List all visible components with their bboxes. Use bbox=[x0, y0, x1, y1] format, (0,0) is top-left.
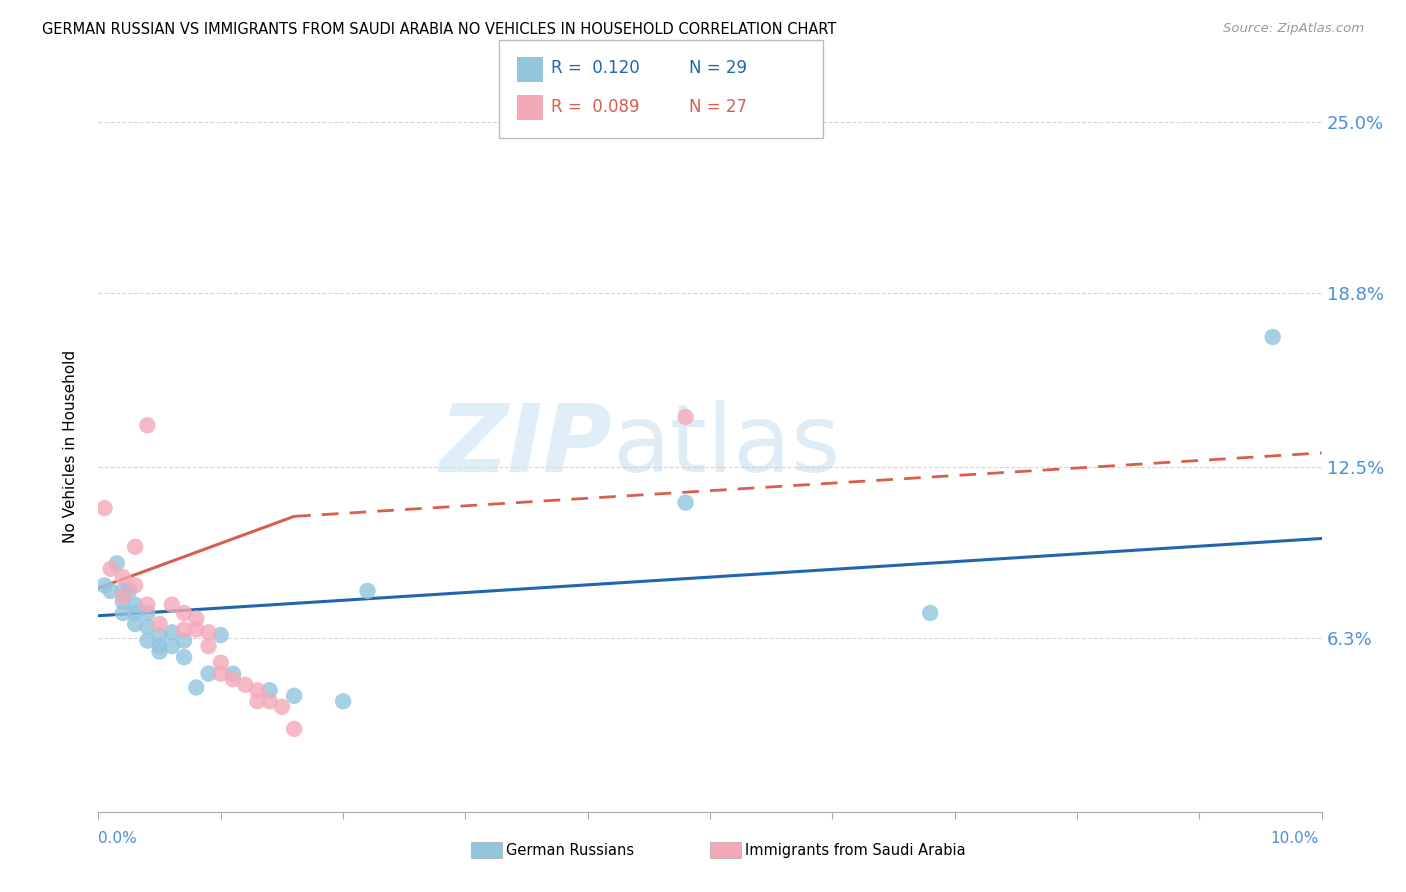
Point bbox=[233, 678, 256, 692]
Point bbox=[209, 666, 232, 681]
Point bbox=[173, 650, 195, 665]
Point bbox=[105, 557, 128, 571]
Text: R =  0.089: R = 0.089 bbox=[551, 98, 640, 116]
Point bbox=[209, 628, 232, 642]
Text: R =  0.120: R = 0.120 bbox=[551, 59, 640, 77]
Point bbox=[160, 639, 183, 653]
Text: Immigrants from Saudi Arabia: Immigrants from Saudi Arabia bbox=[745, 843, 966, 857]
Text: N = 27: N = 27 bbox=[689, 98, 747, 116]
Point bbox=[283, 689, 305, 703]
Text: ZIP: ZIP bbox=[439, 400, 612, 492]
Point bbox=[149, 645, 172, 659]
Y-axis label: No Vehicles in Household: No Vehicles in Household bbox=[63, 350, 77, 542]
Text: 0.0%: 0.0% bbox=[98, 831, 138, 846]
Point bbox=[124, 540, 146, 554]
Point bbox=[173, 633, 195, 648]
Point bbox=[270, 699, 292, 714]
Point bbox=[332, 694, 354, 708]
Point bbox=[124, 617, 146, 632]
Point bbox=[186, 681, 208, 695]
Point bbox=[100, 583, 122, 598]
Point bbox=[1261, 330, 1284, 344]
Point bbox=[136, 620, 159, 634]
Point bbox=[124, 578, 146, 592]
Point bbox=[124, 598, 146, 612]
Text: 10.0%: 10.0% bbox=[1271, 831, 1319, 846]
Text: GERMAN RUSSIAN VS IMMIGRANTS FROM SAUDI ARABIA NO VEHICLES IN HOUSEHOLD CORRELAT: GERMAN RUSSIAN VS IMMIGRANTS FROM SAUDI … bbox=[42, 22, 837, 37]
Point bbox=[222, 672, 245, 686]
Point bbox=[246, 683, 269, 698]
Point bbox=[136, 418, 159, 433]
Point bbox=[197, 639, 219, 653]
Point bbox=[356, 583, 378, 598]
Point bbox=[259, 694, 281, 708]
Point bbox=[111, 606, 134, 620]
Point bbox=[173, 606, 195, 620]
Point bbox=[197, 625, 219, 640]
Point bbox=[160, 625, 183, 640]
Point bbox=[186, 623, 208, 637]
Point bbox=[149, 639, 172, 653]
Point bbox=[124, 606, 146, 620]
Point bbox=[136, 606, 159, 620]
Point bbox=[186, 611, 208, 625]
Point bbox=[111, 595, 134, 609]
Point bbox=[173, 623, 195, 637]
Point bbox=[675, 495, 697, 509]
Point bbox=[283, 722, 305, 736]
Text: Source: ZipAtlas.com: Source: ZipAtlas.com bbox=[1223, 22, 1364, 36]
Point bbox=[160, 598, 183, 612]
Point bbox=[149, 617, 172, 632]
Text: German Russians: German Russians bbox=[506, 843, 634, 857]
Point bbox=[259, 683, 281, 698]
Point bbox=[920, 606, 942, 620]
Point bbox=[136, 633, 159, 648]
Point bbox=[118, 583, 141, 598]
Point bbox=[100, 562, 122, 576]
Point bbox=[246, 694, 269, 708]
Text: N = 29: N = 29 bbox=[689, 59, 747, 77]
Point bbox=[93, 578, 115, 592]
Point bbox=[149, 628, 172, 642]
Point bbox=[197, 666, 219, 681]
Point bbox=[111, 590, 134, 604]
Point bbox=[209, 656, 232, 670]
Point bbox=[675, 410, 697, 425]
Point bbox=[111, 583, 134, 598]
Point bbox=[93, 501, 115, 516]
Point bbox=[222, 666, 245, 681]
Point bbox=[136, 598, 159, 612]
Point bbox=[111, 570, 134, 584]
Text: atlas: atlas bbox=[612, 400, 841, 492]
